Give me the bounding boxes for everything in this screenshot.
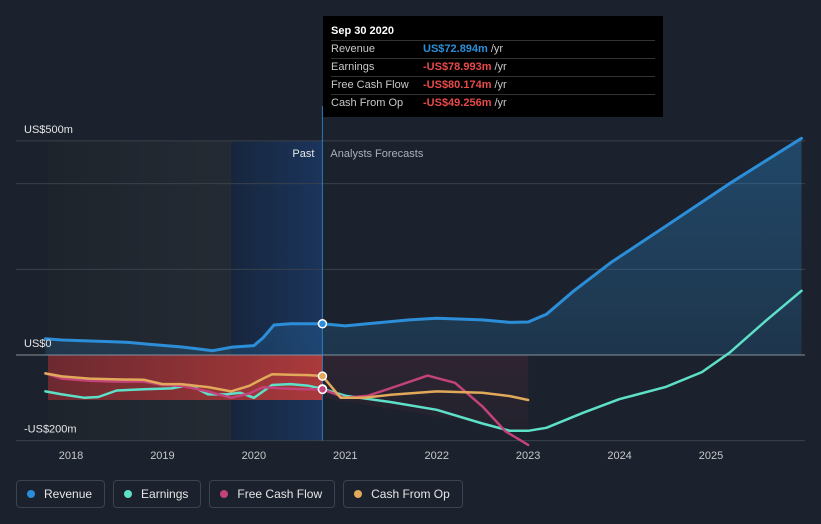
tooltip-row-revenue: Revenue US$72.894m/yr — [331, 40, 655, 58]
tooltip-value: -US$80.174m — [423, 79, 492, 91]
tooltip-row-earnings: Earnings -US$78.993m/yr — [331, 58, 655, 76]
legend-dot-icon — [27, 490, 35, 498]
tooltip-value: -US$78.993m — [423, 61, 492, 73]
tooltip-unit: /yr — [490, 43, 504, 55]
fcf-marker — [317, 384, 328, 395]
tooltip-label: Revenue — [331, 43, 376, 55]
x-tick-label: 2025 — [699, 450, 723, 462]
past-label: Past — [292, 148, 314, 160]
tooltip-label: Cash From Op — [331, 97, 404, 109]
cfo-line — [44, 372, 530, 402]
legend-dot-icon — [124, 490, 133, 498]
tooltip-value: -US$49.256m — [423, 97, 492, 109]
x-tick-label: 2021 — [333, 450, 357, 462]
tooltip-label: Earnings — [331, 61, 375, 73]
legend-item-cfo[interactable]: Cash From Op — [343, 480, 463, 508]
revenue-line — [43, 136, 803, 353]
fcf-line — [44, 372, 530, 447]
legend-dot-icon — [220, 490, 229, 498]
x-tick-label: 2018 — [59, 450, 83, 462]
y-axis-bottom-label: -US$200m — [24, 424, 77, 436]
chart-legend: Revenue Earnings Free Cash Flow Cash From O… — [16, 480, 463, 508]
earnings-line — [44, 289, 803, 433]
revenue-marker — [317, 319, 328, 329]
forecast-label: Analysts Forecasts — [330, 148, 423, 160]
x-tick-label: 2022 — [424, 450, 448, 462]
tooltip-unit: /yr — [494, 79, 507, 91]
x-tick-label: 2019 — [150, 450, 174, 462]
x-tick-label: 2024 — [607, 450, 631, 462]
tooltip-date: Sep 30 2020 — [331, 25, 394, 37]
y-axis-top-label: US$500m — [24, 124, 73, 136]
tooltip-value: US$72.894m — [423, 43, 488, 55]
legend-dot-icon — [354, 490, 363, 498]
legend-item-fcf[interactable]: Free Cash Flow — [209, 480, 336, 508]
legend-item-revenue[interactable]: Revenue — [16, 480, 106, 508]
legend-label: Free Cash Flow — [237, 487, 323, 501]
legend-label: Earnings — [141, 487, 189, 501]
y-axis-zero-label: US$0 — [24, 338, 52, 350]
tooltip-row-fcf: Free Cash Flow -US$80.174m/yr — [331, 76, 655, 94]
legend-label: Cash From Op — [371, 487, 450, 501]
x-tick-label: 2023 — [516, 450, 540, 462]
tooltip-label: Free Cash Flow — [331, 79, 409, 91]
tooltip-row-cfo: Cash From Op -US$49.256m/yr — [331, 94, 655, 112]
tooltip-unit: /yr — [494, 61, 507, 73]
legend-item-earnings[interactable]: Earnings — [113, 480, 202, 508]
revenue-area — [45, 138, 802, 355]
tooltip-unit: /yr — [494, 97, 507, 109]
tooltip-panel: Sep 30 2020 Revenue US$72.894m/yr Earnings… — [323, 16, 663, 117]
x-tick-label: 2020 — [242, 450, 266, 462]
cfo-marker — [317, 371, 328, 381]
legend-label: Revenue — [44, 487, 93, 501]
